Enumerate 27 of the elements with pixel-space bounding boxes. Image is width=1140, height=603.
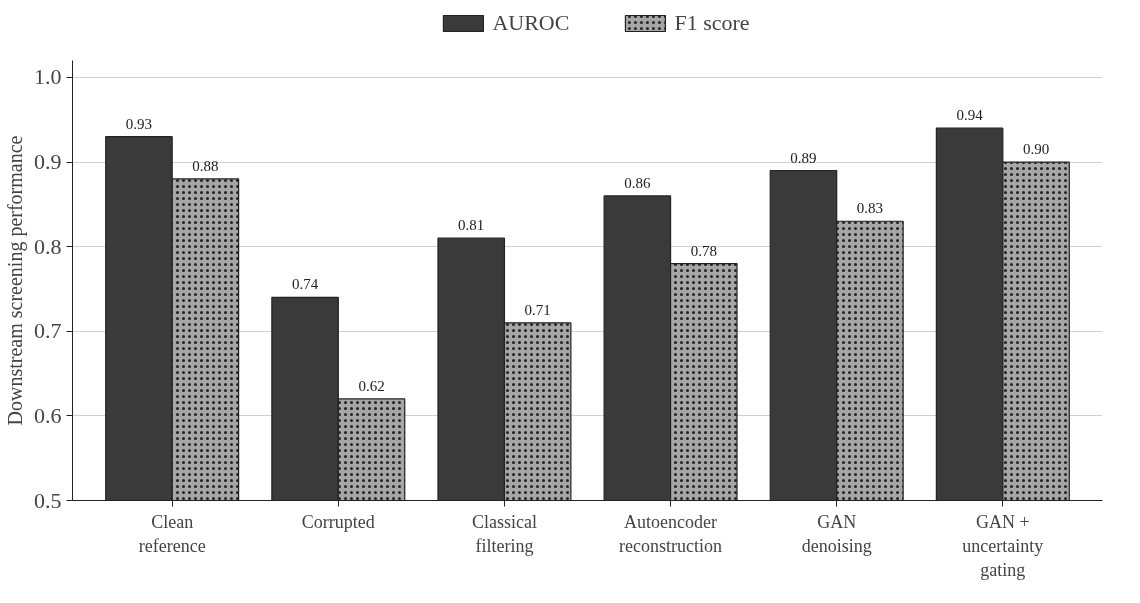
- y-tick-label: 0.6: [34, 402, 62, 428]
- x-tick-label: Corrupted: [301, 511, 375, 532]
- data-label: 0.62: [358, 377, 385, 394]
- y-tick-label: 0.8: [34, 233, 62, 259]
- legend-label: F1 score: [674, 9, 750, 36]
- x-tick-label: Classical filtering: [471, 511, 537, 556]
- y-tick-label: 0.5: [34, 487, 62, 513]
- data-label: 0.89: [790, 149, 817, 166]
- data-label: 0.90: [1022, 141, 1050, 158]
- data-label: 0.71: [524, 301, 551, 318]
- data-label: 0.94: [956, 107, 984, 124]
- x-tick-label: Clean reference: [138, 511, 206, 556]
- y-tick-label: 0.7: [34, 318, 62, 344]
- data-label: 0.88: [192, 157, 219, 174]
- y-axis-title: Downstream screening performance: [4, 135, 27, 426]
- x-tick-label: GAN denoising: [801, 511, 872, 556]
- legend-label: AUROC: [492, 9, 570, 36]
- data-label: 0.74: [291, 276, 319, 293]
- data-label: 0.78: [690, 242, 717, 259]
- data-label: 0.83: [856, 200, 884, 217]
- y-tick-label: 0.9: [34, 149, 62, 175]
- data-label: 0.93: [125, 115, 153, 132]
- x-tick-label: GAN + uncertainty gating: [962, 511, 1044, 580]
- y-tick-label: 1.0: [34, 64, 62, 90]
- data-label: 0.86: [624, 174, 651, 191]
- data-label: 0.81: [458, 217, 485, 234]
- x-tick-label: Autoencoder reconstruction: [619, 511, 723, 556]
